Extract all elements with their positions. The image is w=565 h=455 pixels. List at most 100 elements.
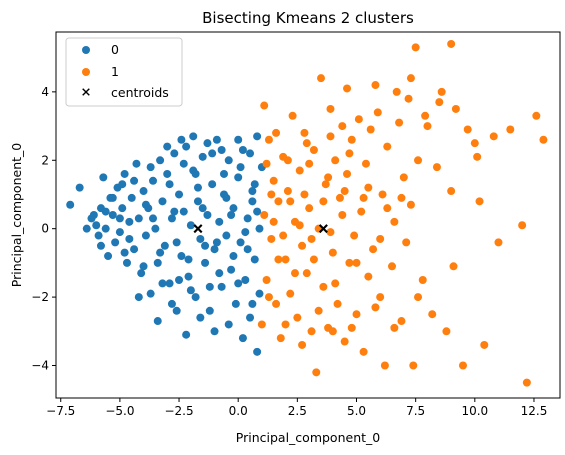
data-point-cluster-0 bbox=[89, 211, 98, 219]
data-point-cluster-1 bbox=[376, 234, 385, 243]
data-point-cluster-1 bbox=[307, 327, 316, 336]
data-point-cluster-1 bbox=[449, 262, 458, 271]
data-point-cluster-1 bbox=[421, 111, 430, 120]
data-point-cluster-1 bbox=[347, 135, 356, 144]
data-point-cluster-1 bbox=[295, 221, 304, 230]
data-point-cluster-0 bbox=[184, 255, 193, 264]
data-point-cluster-1 bbox=[309, 146, 318, 155]
data-point-cluster-0 bbox=[175, 275, 184, 284]
data-point-cluster-0 bbox=[184, 272, 193, 281]
data-point-cluster-0 bbox=[255, 224, 264, 233]
data-point-cluster-1 bbox=[328, 327, 337, 336]
data-point-cluster-1 bbox=[264, 293, 273, 302]
data-point-cluster-1 bbox=[404, 94, 413, 103]
data-point-cluster-0 bbox=[241, 275, 250, 284]
data-point-cluster-1 bbox=[338, 211, 347, 219]
data-point-cluster-0 bbox=[210, 245, 219, 254]
data-point-cluster-0 bbox=[177, 252, 186, 261]
data-point-cluster-1 bbox=[371, 81, 380, 90]
data-point-cluster-0 bbox=[215, 269, 224, 278]
data-point-cluster-1 bbox=[489, 132, 498, 141]
data-point-cluster-1 bbox=[380, 361, 389, 370]
data-point-cluster-0 bbox=[127, 193, 136, 202]
data-point-cluster-1 bbox=[506, 125, 515, 134]
data-point-cluster-0 bbox=[236, 238, 245, 247]
y-axis: −4 −2 0 2 4 bbox=[31, 85, 56, 373]
data-point-cluster-1 bbox=[494, 238, 503, 247]
data-point-cluster-1 bbox=[283, 156, 292, 165]
data-point-cluster-0 bbox=[163, 142, 172, 151]
centroid-marker bbox=[318, 224, 328, 234]
data-point-cluster-0 bbox=[212, 238, 221, 247]
data-point-cluster-1 bbox=[281, 320, 290, 329]
data-point-cluster-0 bbox=[234, 279, 243, 288]
data-point-cluster-1 bbox=[290, 269, 299, 278]
data-point-cluster-0 bbox=[234, 135, 243, 144]
data-point-cluster-0 bbox=[208, 180, 217, 189]
data-point-cluster-1 bbox=[409, 361, 418, 370]
centroid-marker bbox=[193, 224, 203, 234]
data-point-cluster-0 bbox=[253, 347, 262, 356]
data-point-cluster-0 bbox=[92, 221, 101, 230]
legend-label-centroids: centroids bbox=[111, 85, 169, 100]
data-point-cluster-0 bbox=[156, 156, 165, 165]
data-point-cluster-0 bbox=[250, 180, 259, 189]
data-point-cluster-0 bbox=[158, 279, 167, 288]
data-point-cluster-0 bbox=[170, 207, 179, 216]
data-point-cluster-1 bbox=[518, 221, 527, 230]
data-point-cluster-1 bbox=[269, 176, 278, 185]
data-point-cluster-0 bbox=[134, 214, 143, 223]
legend-label-1: 1 bbox=[111, 64, 119, 79]
data-point-cluster-1 bbox=[397, 193, 406, 202]
data-point-cluster-0 bbox=[196, 313, 205, 322]
x-tick-label: 2.5 bbox=[288, 404, 307, 418]
data-point-cluster-0 bbox=[170, 149, 179, 158]
data-point-cluster-0 bbox=[198, 204, 207, 213]
data-point-cluster-1 bbox=[298, 241, 307, 250]
data-point-cluster-1 bbox=[305, 204, 314, 213]
data-point-cluster-1 bbox=[418, 275, 427, 284]
data-point-cluster-1 bbox=[395, 118, 404, 127]
data-point-cluster-1 bbox=[359, 347, 368, 356]
data-point-cluster-0 bbox=[198, 152, 207, 161]
data-point-cluster-1 bbox=[343, 84, 352, 93]
data-point-cluster-0 bbox=[215, 217, 224, 226]
data-point-cluster-1 bbox=[260, 101, 269, 110]
data-point-cluster-0 bbox=[120, 169, 129, 178]
data-point-cluster-1 bbox=[414, 293, 423, 302]
data-point-cluster-1 bbox=[262, 275, 271, 284]
data-point-cluster-0 bbox=[122, 258, 131, 267]
x-tick-label: 10.0 bbox=[461, 404, 488, 418]
data-point-cluster-1 bbox=[281, 255, 290, 264]
data-point-cluster-1 bbox=[475, 197, 484, 206]
data-point-cluster-0 bbox=[75, 183, 84, 192]
data-point-cluster-0 bbox=[104, 252, 113, 261]
data-point-cluster-0 bbox=[253, 207, 262, 216]
data-point-cluster-1 bbox=[324, 173, 333, 182]
data-point-cluster-0 bbox=[246, 149, 255, 158]
data-point-cluster-0 bbox=[165, 279, 174, 288]
data-point-cluster-1 bbox=[442, 327, 451, 336]
data-point-cluster-0 bbox=[130, 245, 139, 254]
data-point-cluster-1 bbox=[458, 361, 467, 370]
data-point-cluster-0 bbox=[234, 173, 243, 182]
data-point-cluster-0 bbox=[208, 149, 217, 158]
data-point-cluster-0 bbox=[149, 176, 158, 185]
x-tick-label: 12.5 bbox=[521, 404, 548, 418]
data-point-cluster-0 bbox=[182, 330, 191, 339]
data-point-cluster-1 bbox=[302, 269, 311, 278]
data-point-cluster-0 bbox=[177, 135, 186, 144]
data-point-cluster-0 bbox=[115, 214, 124, 223]
data-point-cluster-0 bbox=[248, 197, 257, 206]
data-point-cluster-0 bbox=[255, 289, 264, 298]
data-point-cluster-1 bbox=[473, 152, 482, 161]
data-point-cluster-0 bbox=[193, 197, 202, 206]
data-point-cluster-1 bbox=[447, 39, 456, 48]
data-point-cluster-0 bbox=[186, 286, 195, 295]
data-point-cluster-1 bbox=[437, 87, 446, 96]
data-point-cluster-0 bbox=[115, 228, 124, 237]
plot-area bbox=[66, 39, 548, 387]
data-point-cluster-1 bbox=[383, 204, 392, 213]
data-point-cluster-0 bbox=[238, 146, 247, 155]
